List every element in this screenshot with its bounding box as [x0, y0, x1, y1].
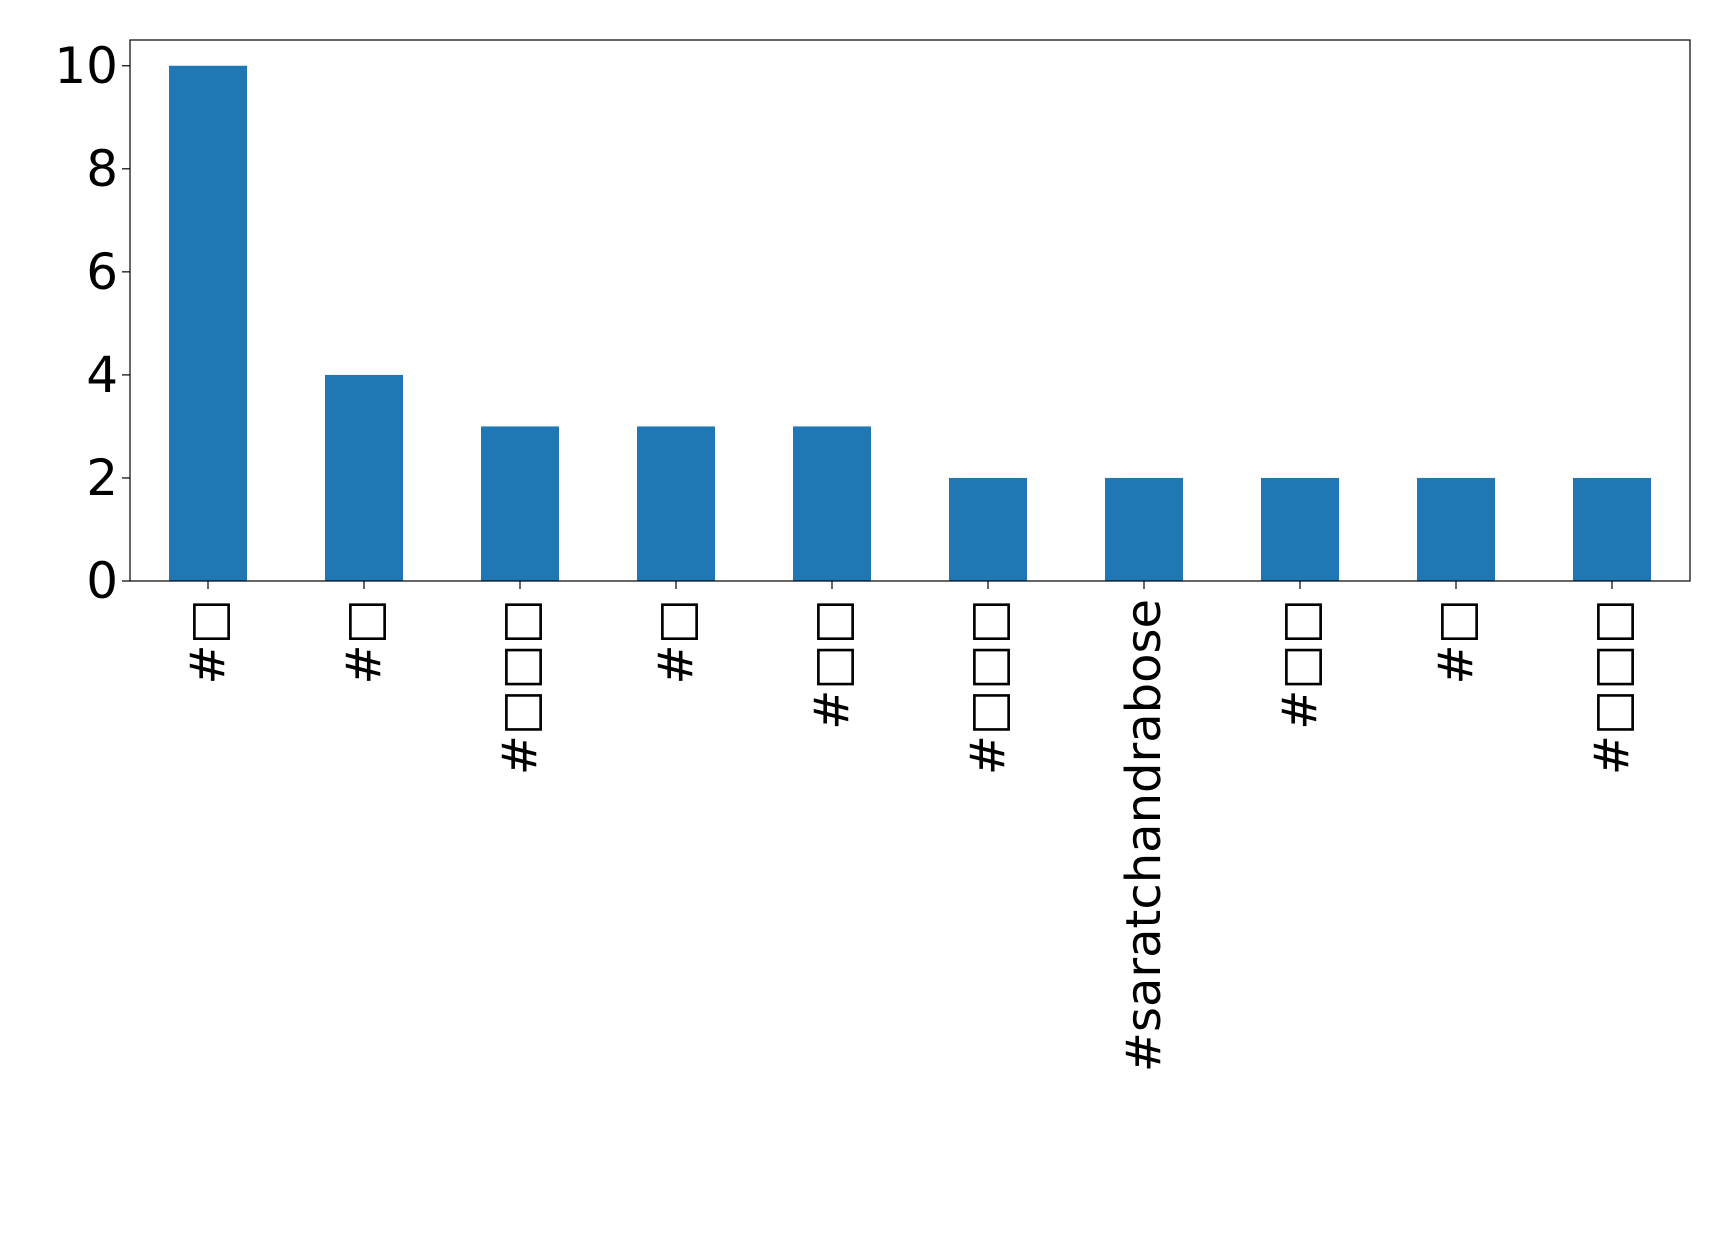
- bar-5: [793, 426, 871, 581]
- bar-8: [1261, 477, 1339, 581]
- bar-10: [1573, 477, 1651, 581]
- x-tick-label: #□: [336, 599, 392, 685]
- x-tick-label: #□□□: [960, 599, 1016, 775]
- y-tick-label: 6: [86, 243, 118, 301]
- y-tick-label: 4: [86, 346, 118, 404]
- x-tick-label: #□□□: [492, 599, 548, 775]
- x-tick-label: #□: [648, 599, 704, 685]
- y-axis-ticks: 0 2 4 6 8 10: [54, 37, 130, 610]
- bars-layer: [169, 65, 1651, 581]
- x-tick-label: #□: [1428, 599, 1484, 685]
- y-tick-label: 2: [86, 449, 118, 507]
- x-axis-ticks: #□ #□ #□□□ #□ #□□ #□□□ #saratchandrabose #□□ #□ #…: [180, 581, 1640, 1072]
- x-tick-label: #saratchandrabose: [1116, 599, 1172, 1072]
- bar-6: [949, 477, 1027, 581]
- bar-4: [637, 426, 715, 581]
- bar-3: [481, 426, 559, 581]
- x-tick-label: #□□: [804, 599, 860, 730]
- bar-9: [1417, 477, 1495, 581]
- bar-1: [169, 65, 247, 581]
- bar-2: [325, 374, 403, 581]
- y-tick-label: 0: [86, 552, 118, 610]
- y-tick-label: 8: [86, 140, 118, 198]
- x-tick-label: #□□□: [1584, 599, 1640, 775]
- y-tick-label: 10: [54, 37, 118, 95]
- x-tick-label: #□: [180, 599, 236, 685]
- plot-frame: [129, 39, 1691, 582]
- bar-7: [1105, 477, 1183, 581]
- x-tick-label: #□□: [1272, 599, 1328, 730]
